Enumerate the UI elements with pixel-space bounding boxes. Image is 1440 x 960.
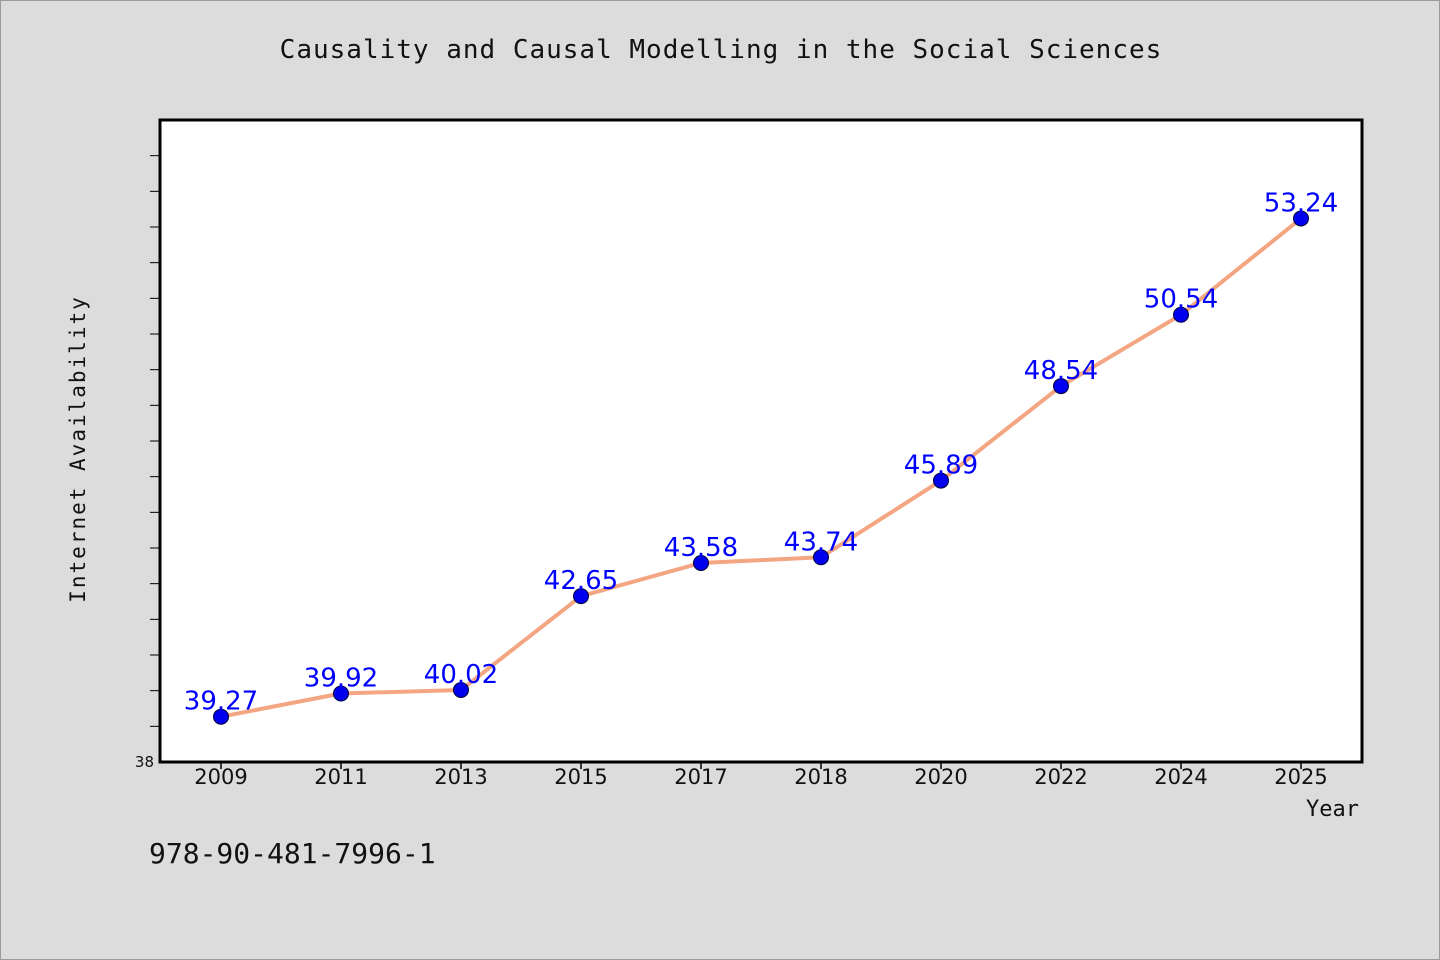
data-label: 53.24: [1264, 188, 1338, 218]
data-label: 40.02: [424, 660, 498, 690]
x-tick-label: 2020: [914, 765, 967, 789]
x-axis-label: Year: [1306, 797, 1359, 822]
x-tick-label: 2022: [1034, 765, 1087, 789]
x-tick-label: 2025: [1274, 765, 1327, 789]
data-label: 43.74: [784, 527, 858, 557]
data-point: [213, 708, 229, 725]
data-label: 48.54: [1024, 356, 1098, 386]
data-label: 45.89: [904, 451, 978, 481]
data-label: 42.65: [544, 566, 618, 596]
x-tick-label: 2013: [434, 765, 487, 789]
x-tick-label: 2018: [794, 765, 847, 789]
data-point: [453, 681, 469, 698]
data-point: [813, 549, 829, 566]
data-point: [1053, 378, 1069, 395]
data-label: 39.27: [184, 687, 258, 717]
data-point: [1293, 210, 1309, 227]
plot-area: [158, 118, 1364, 764]
data-point: [693, 554, 709, 571]
y-tick-label: 38: [135, 753, 154, 771]
x-tick-label: 2017: [674, 765, 727, 789]
data-label: 39.92: [304, 664, 378, 694]
x-tick-label: 2015: [554, 765, 607, 789]
isbn-text: 978-90-481-7996-1: [149, 837, 436, 870]
chart-title: Causality and Causal Modelling in the So…: [279, 35, 1163, 65]
x-tick-label: 2011: [314, 765, 367, 789]
data-point: [1173, 306, 1189, 323]
data-label: 43.58: [664, 533, 738, 563]
x-tick-label: 2024: [1154, 765, 1207, 789]
y-axis-label: Internet Availability: [66, 295, 90, 603]
series-line: [219, 216, 1303, 719]
data-point: [933, 472, 949, 489]
x-tick-label: 2009: [194, 765, 247, 789]
data-point: [333, 685, 349, 702]
data-label: 50.54: [1144, 285, 1218, 315]
data-point: [573, 588, 589, 605]
